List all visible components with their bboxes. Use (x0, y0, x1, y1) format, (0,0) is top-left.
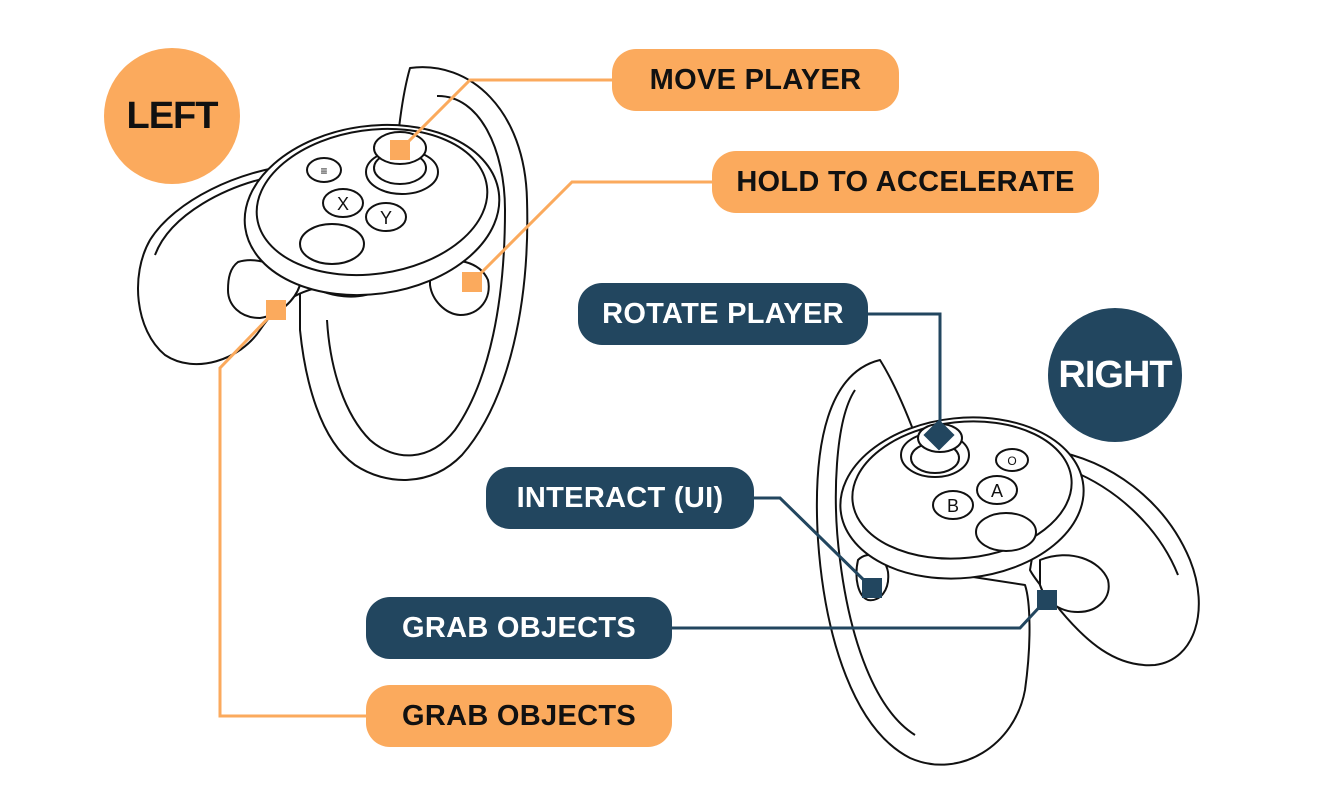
svg-text:O: O (1007, 454, 1016, 468)
marker-grab-objects-right (1037, 590, 1057, 610)
marker-move-player (390, 140, 410, 160)
svg-text:X: X (337, 194, 349, 214)
svg-text:A: A (991, 481, 1003, 501)
right-tracking-ring-inner (834, 389, 916, 736)
right-face-plate-inner (851, 420, 1073, 560)
left-callout-markers (266, 140, 482, 320)
label-grab-objects-left: GRAB OBJECTS (366, 685, 672, 747)
left-hand-badge: LEFT (104, 48, 240, 184)
label-rotate-player: ROTATE PLAYER (578, 283, 868, 345)
svg-text:B: B (947, 496, 959, 516)
leader-hold-accelerate (470, 180, 715, 284)
right-callout-markers (862, 419, 1057, 610)
left-controller: ≡ X Y (137, 66, 529, 481)
leader-rotate-player (866, 312, 942, 436)
svg-text:Y: Y (380, 208, 392, 228)
label-hold-to-accelerate: HOLD TO ACCELERATE (712, 151, 1099, 213)
svg-text:≡: ≡ (320, 164, 327, 178)
right-hand-badge: RIGHT (1048, 308, 1182, 442)
left-x-button (322, 188, 364, 218)
marker-rotate-player (923, 419, 955, 451)
leader-move-player (398, 78, 614, 152)
right-oculus-button (995, 448, 1029, 472)
left-callout-lines (218, 78, 715, 718)
marker-interact-ui (862, 578, 882, 598)
left-thumb-rest (299, 223, 365, 265)
leader-interact-ui (752, 496, 874, 590)
marker-hold-accelerate (462, 272, 482, 292)
label-interact-ui: INTERACT (UI) (486, 467, 754, 529)
marker-grab-objects-left (266, 300, 286, 320)
label-grab-objects-right: GRAB OBJECTS (366, 597, 672, 659)
left-face-plate-inner (255, 127, 489, 277)
right-grip-edge (1069, 469, 1179, 576)
label-move-player: MOVE PLAYER (612, 49, 899, 111)
left-menu-button (306, 157, 342, 183)
left-tracking-ring-inner (326, 94, 506, 457)
left-y-button (365, 202, 407, 232)
right-b-button (932, 490, 974, 520)
right-thumb-rest (975, 512, 1037, 552)
leader-grab-objects-left (218, 308, 370, 718)
right-a-button (976, 475, 1018, 505)
